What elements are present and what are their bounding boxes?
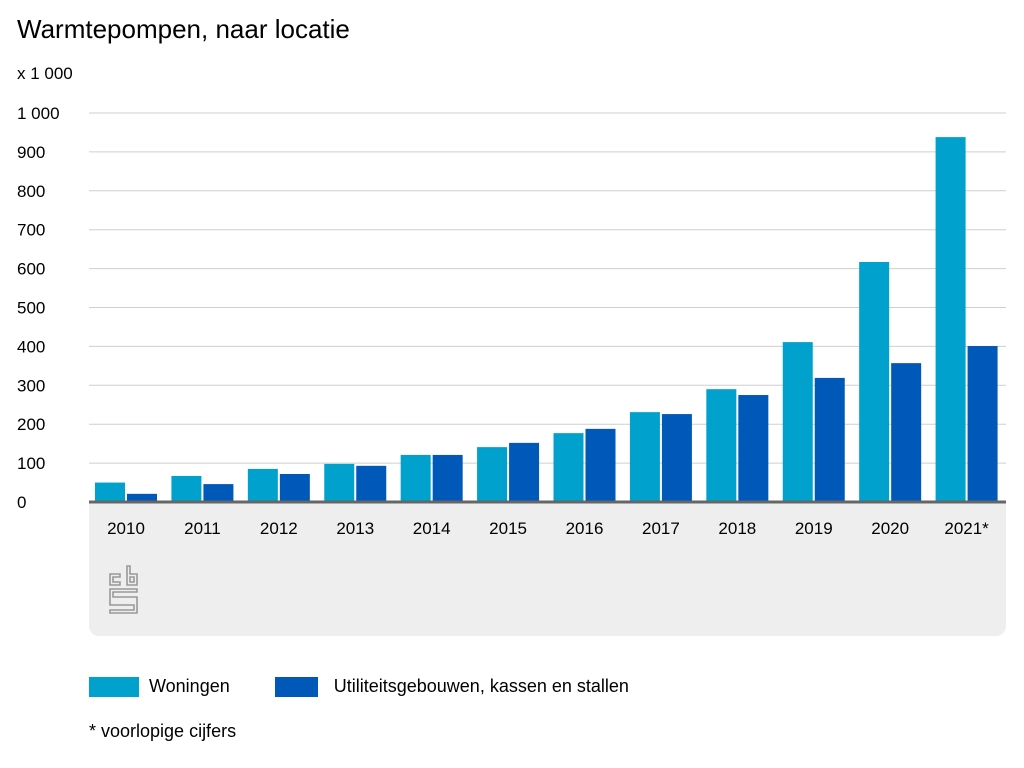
- x-axis-panel: [89, 502, 1006, 636]
- bar-woningen-2010: [95, 482, 125, 502]
- x-tick-label: 2018: [718, 519, 756, 538]
- y-tick-label: 300: [17, 376, 45, 395]
- legend-label-woningen: Woningen: [149, 676, 230, 696]
- bar-woningen-2011: [171, 475, 202, 502]
- bar-woningen-2016: [553, 433, 584, 502]
- legend-swatch-woningen: [89, 676, 139, 697]
- x-tick-label: 2016: [566, 519, 604, 538]
- bar-utiliteit-2015: [509, 442, 540, 502]
- legend-swatch-utiliteit: [274, 676, 318, 697]
- bar-woningen-2013: [324, 463, 355, 502]
- bar-utiliteit-2021*: [967, 346, 998, 502]
- x-tick-label: 2011: [184, 519, 221, 538]
- x-tick-label: 2014: [413, 519, 451, 538]
- x-tick-label: 2019: [795, 519, 833, 538]
- y-tick-label: 600: [17, 260, 45, 279]
- bar-woningen-2018: [706, 389, 737, 502]
- y-tick-label: 200: [17, 415, 45, 434]
- bar-utiliteit-2013: [356, 465, 387, 502]
- y-tick-label: 0: [17, 493, 26, 512]
- bar-utiliteit-2018: [738, 395, 769, 502]
- bar-utiliteit-2020: [891, 363, 922, 502]
- y-tick-label: 700: [17, 221, 45, 240]
- bar-utiliteit-2010: [127, 493, 157, 502]
- y-axis-unit: x 1 000: [17, 64, 73, 83]
- x-tick-label: 2020: [871, 519, 909, 538]
- x-tick-label: 2015: [489, 519, 527, 538]
- bar-woningen-2020: [859, 261, 890, 502]
- y-tick-label: 800: [17, 182, 45, 201]
- bar-utiliteit-2012: [279, 473, 310, 502]
- y-tick-label: 900: [17, 143, 45, 162]
- legend: Woningen Utiliteitsgebouwen, kassen en s…: [89, 676, 629, 697]
- bar-utiliteit-2019: [814, 377, 845, 502]
- bar-woningen-2021*: [935, 137, 966, 503]
- bar-utiliteit-2017: [661, 414, 692, 502]
- bar-woningen-2015: [477, 447, 508, 502]
- y-tick-label: 400: [17, 337, 45, 356]
- footnote: * voorlopige cijfers: [89, 721, 237, 741]
- x-tick-label: 2017: [642, 519, 680, 538]
- x-tick-label: 2021*: [944, 519, 989, 538]
- y-tick-label: 500: [17, 299, 45, 318]
- x-tick-label: 2010: [107, 519, 145, 538]
- x-tick-label: 2012: [260, 519, 298, 538]
- cbs-logo: [109, 565, 138, 614]
- legend-label-utiliteit: Utiliteitsgebouwen, kassen en stallen: [333, 676, 629, 696]
- bar-woningen-2019: [782, 342, 813, 502]
- y-tick-label: 100: [17, 454, 45, 473]
- bar-utiliteit-2016: [585, 428, 616, 502]
- chart-title: Warmtepompen, naar locatie: [17, 14, 350, 44]
- bar-woningen-2014: [400, 454, 431, 502]
- bar-woningen-2012: [247, 468, 278, 502]
- bar-woningen-2017: [629, 412, 660, 502]
- bar-utiliteit-2011: [203, 484, 234, 502]
- bar-utiliteit-2014: [432, 454, 463, 502]
- y-tick-label: 1 000: [17, 104, 60, 123]
- x-tick-label: 2013: [336, 519, 374, 538]
